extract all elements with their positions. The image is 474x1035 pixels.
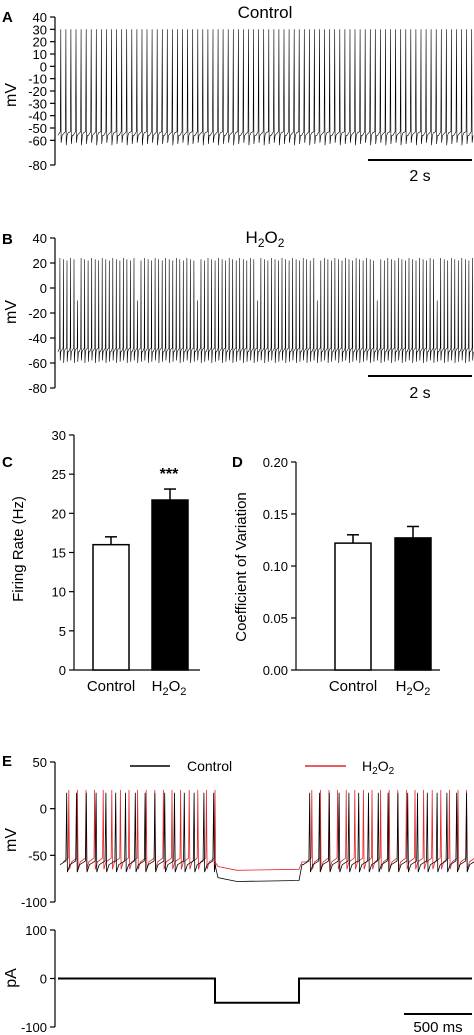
panel-d: D Coefficient of Variation 0.000.050.100…: [232, 454, 440, 698]
y-tick-label: -60: [28, 133, 47, 148]
panel-e: E Control H2O2 mV 50 0 -50 -100 pA 100 0 -100…: [2, 753, 474, 1035]
panel-b-title: H2O2: [246, 228, 285, 250]
y-tick-label: 20: [52, 506, 66, 521]
y-tick-label: 10: [52, 585, 66, 600]
y-tick-label: -20: [28, 84, 47, 99]
y-tick-label: 50: [33, 755, 47, 770]
y-tick-label: 40: [33, 231, 47, 246]
panel-a-title: Control: [238, 3, 293, 22]
panel-b-ylabel: mV: [3, 300, 20, 324]
panel-c-bars: [92, 488, 189, 671]
bar-h2o2: [151, 499, 189, 671]
y-tick-label: 0: [40, 802, 47, 817]
y-tick-label: 0.05: [263, 611, 288, 626]
significance-marker: ***: [160, 466, 179, 483]
panel-d-bars: [334, 525, 432, 671]
panel-d-xlabel-h2o2: H2O2: [396, 678, 431, 698]
y-tick-label: 0.00: [263, 663, 288, 678]
legend-h2o2-label: H2O2: [362, 758, 395, 777]
y-tick-label: -100: [21, 1020, 47, 1035]
panel-d-xlabel-control: Control: [329, 678, 377, 695]
panel-e-h2o2-trace: [62, 789, 474, 871]
y-tick-label: 10: [33, 47, 47, 62]
panel-a: A Control mV 403020100-10-20-30-40-50-60…: [2, 3, 474, 185]
panel-a-ylabel: mV: [3, 83, 20, 107]
panel-c-xlabel-h2o2: H2O2: [152, 678, 187, 698]
y-tick-label: -30: [28, 96, 47, 111]
y-tick-label: 0: [40, 59, 47, 74]
y-tick-label: 0: [40, 281, 47, 296]
bar-h2o2: [394, 537, 432, 671]
y-tick-label: -40: [28, 331, 47, 346]
panel-a-letter: A: [2, 9, 13, 26]
panel-c-letter: C: [2, 454, 13, 471]
y-tick-label: 20: [33, 256, 47, 271]
panel-e-current-ylabel: pA: [3, 968, 20, 988]
panel-b-scalebar-label: 2 s: [409, 385, 430, 402]
panel-e-voltage-y-ticks: 50 0 -50 -100: [21, 755, 55, 910]
panel-e-current-trace: [58, 977, 472, 1004]
y-tick-label: 0: [40, 972, 47, 987]
y-tick-label: 40: [33, 10, 47, 25]
y-tick-label: 15: [52, 546, 66, 561]
y-tick-label: -50: [28, 848, 47, 863]
panel-c-ylabel: Firing Rate (Hz): [10, 496, 27, 602]
y-tick-label: 0: [59, 663, 66, 678]
panel-c-y-ticks: 0 5 10 15 20 25 30: [52, 428, 74, 678]
y-tick-label: 5: [59, 624, 66, 639]
y-tick-label: -20: [28, 306, 47, 321]
panel-b: B H2O2 mV 40 20 0 -20 -40 -60 -80 2 s: [2, 228, 474, 402]
y-tick-label: -80: [28, 381, 47, 396]
panel-b-letter: B: [2, 231, 13, 248]
y-tick-label: -50: [28, 121, 47, 136]
panel-c: C Firing Rate (Hz) 0 5 10 15 20 25 30 *** Cont…: [2, 428, 200, 698]
y-tick-label: -100: [21, 895, 47, 910]
panel-a-trace: [57, 29, 474, 146]
panel-b-y-ticks: 40 20 0 -20 -40 -60 -80: [28, 231, 55, 396]
panel-e-letter: E: [2, 753, 12, 770]
panel-e-scalebar-label: 500 ms: [413, 1019, 462, 1035]
panel-b-trace: [57, 257, 474, 364]
panel-d-letter: D: [232, 454, 243, 471]
panel-c-xlabel-control: Control: [87, 678, 135, 695]
legend-control-label: Control: [187, 758, 232, 774]
panel-d-ylabel: Coefficient of Variation: [233, 492, 250, 642]
y-tick-label: -10: [28, 72, 47, 87]
y-tick-label: 0.15: [263, 507, 288, 522]
y-tick-label: -80: [28, 158, 47, 173]
y-tick-label: 20: [33, 35, 47, 50]
y-tick-label: -40: [28, 109, 47, 124]
y-tick-label: 0.10: [263, 559, 288, 574]
panel-a-scalebar-label: 2 s: [409, 168, 430, 185]
y-tick-label: -60: [28, 356, 47, 371]
y-tick-label: 100: [25, 923, 47, 938]
y-tick-label: 30: [52, 428, 66, 443]
bar-control: [334, 542, 372, 671]
panel-e-current-y-ticks: 100 0 -100: [21, 923, 55, 1035]
y-tick-label: 25: [52, 467, 66, 482]
bar-control: [92, 543, 130, 671]
y-tick-label: 0.20: [263, 455, 288, 470]
panel-e-control-trace: [59, 792, 474, 882]
panel-d-y-ticks: 0.00 0.05 0.10 0.15 0.20: [263, 455, 296, 678]
panel-e-voltage-ylabel: mV: [3, 828, 20, 852]
y-tick-label: 30: [33, 22, 47, 37]
